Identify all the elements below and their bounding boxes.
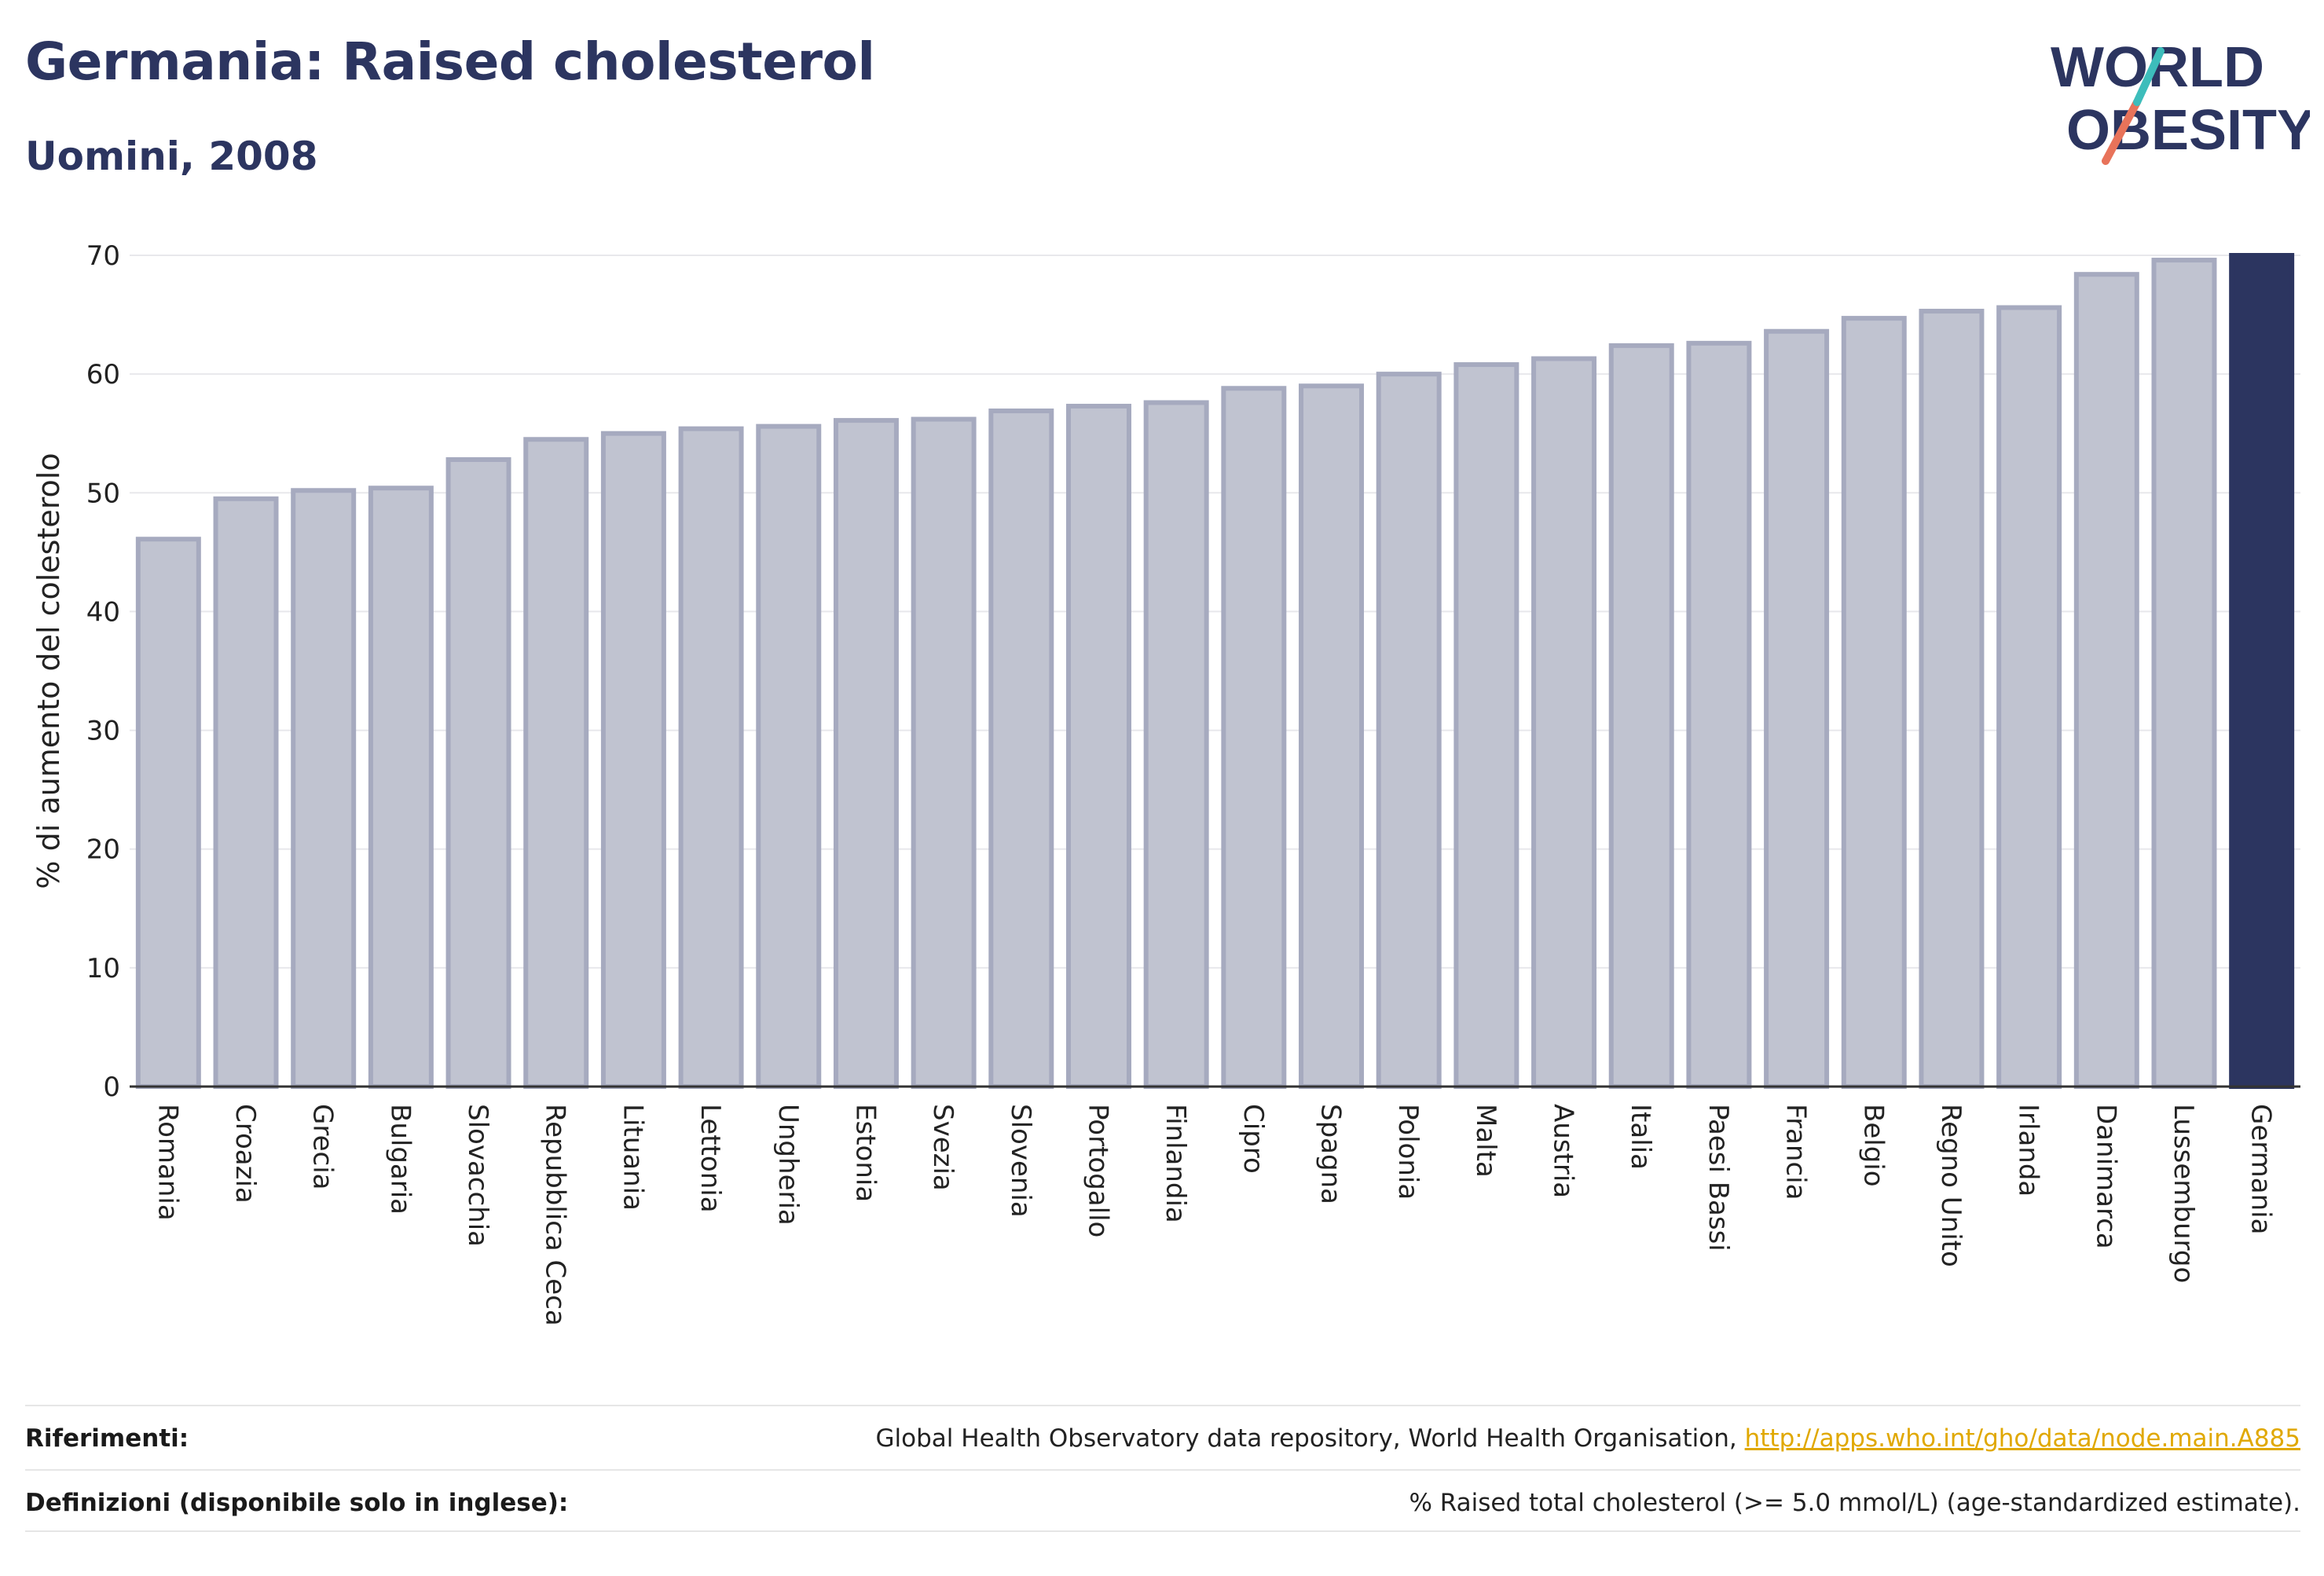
bar-chart: 0 10 20 30 40 50 60 70 % di aumento del colester… bbox=[31, 240, 2300, 1326]
y-tick-label: 40 bbox=[86, 596, 120, 628]
definitions-row: Definizioni (disponibile solo in inglese… bbox=[25, 1469, 2300, 1535]
bar-lettonia bbox=[678, 426, 744, 1089]
bar-svezia bbox=[911, 416, 977, 1089]
references-link[interactable]: http://apps.who.int/gho/data/node.main.A… bbox=[1744, 1424, 2300, 1453]
bar-lussemburgo bbox=[2151, 258, 2217, 1090]
x-tick-label: Belgio bbox=[1857, 1104, 1889, 1187]
bar-regno-unito bbox=[1919, 309, 1985, 1089]
references-row: Riferimenti: Global Health Observatory d… bbox=[25, 1405, 2300, 1471]
references-value: Global Health Observatory data repositor… bbox=[876, 1424, 2300, 1453]
x-tick-label: Paesi Bassi bbox=[1703, 1104, 1734, 1252]
logo-slash-teal bbox=[2133, 47, 2165, 106]
y-tick-label: 30 bbox=[86, 716, 120, 747]
x-tick-label: Croazia bbox=[229, 1104, 261, 1204]
y-tick-label: 50 bbox=[86, 478, 120, 509]
x-tick-label: Italia bbox=[1625, 1104, 1656, 1170]
y-tick-label: 60 bbox=[86, 359, 120, 390]
x-tick-label: Bulgaria bbox=[384, 1104, 416, 1215]
x-tick-label: Lettonia bbox=[695, 1104, 726, 1213]
y-tick-label: 20 bbox=[86, 834, 120, 866]
x-tick-label: Lussemburgo bbox=[2168, 1104, 2199, 1283]
logo-slash-coral bbox=[2102, 98, 2141, 165]
bar-francia bbox=[1764, 328, 1830, 1089]
bar-italia bbox=[1608, 343, 1674, 1089]
x-tick-label: Lituania bbox=[617, 1104, 648, 1211]
x-tick-label: Repubblica Ceca bbox=[540, 1104, 571, 1326]
bar-cipro bbox=[1221, 386, 1287, 1089]
bar-malta bbox=[1453, 362, 1519, 1089]
bar-spagna bbox=[1299, 383, 1365, 1089]
x-tick-label: Finlandia bbox=[1160, 1104, 1191, 1223]
bar-slovenia bbox=[988, 408, 1054, 1089]
footer-divider bbox=[25, 1530, 2300, 1532]
chart-title: Germania: Raised cholesterol bbox=[25, 31, 875, 92]
bar-irlanda bbox=[1996, 305, 2062, 1089]
x-tick-label: Germania bbox=[2245, 1104, 2277, 1234]
x-tick-label: Austria bbox=[1548, 1104, 1579, 1198]
bar-lituania bbox=[600, 431, 666, 1089]
x-tick-label: Slovacchia bbox=[462, 1104, 493, 1247]
definitions-text: % Raised total cholesterol (>= 5.0 mmol/… bbox=[1409, 1489, 2300, 1517]
y-axis-label: % di aumento del colesterolo bbox=[31, 453, 66, 889]
bar-portogallo bbox=[1065, 403, 1131, 1089]
world-obesity-logo: WORLD OBESITY bbox=[2051, 36, 2310, 165]
definitions-label: Definizioni (disponibile solo in inglese… bbox=[25, 1489, 569, 1517]
bar-grecia bbox=[291, 488, 357, 1089]
references-label: Riferimenti: bbox=[25, 1424, 189, 1453]
x-tick-label: Francia bbox=[1780, 1104, 1812, 1200]
bar-belgio bbox=[1841, 316, 1907, 1089]
references-text: Global Health Observatory data repositor… bbox=[875, 1424, 1745, 1453]
x-tick-label: Svezia bbox=[927, 1104, 959, 1191]
y-tick-label: 0 bbox=[103, 1072, 120, 1103]
y-tick-label: 70 bbox=[86, 240, 120, 272]
x-tick-label: Polonia bbox=[1392, 1104, 1424, 1200]
x-tick-label: Portogallo bbox=[1082, 1104, 1113, 1237]
x-tick-label: Danimarca bbox=[2090, 1104, 2121, 1249]
x-tick-label: Spagna bbox=[1315, 1104, 1347, 1204]
x-tick-label: Estonia bbox=[849, 1104, 881, 1202]
x-tick-label: Malta bbox=[1470, 1104, 1501, 1178]
x-tick-label: Cipro bbox=[1237, 1104, 1269, 1174]
x-tick-label: Ungheria bbox=[772, 1104, 804, 1226]
bar-slovacchia bbox=[445, 456, 511, 1089]
bar-austria bbox=[1531, 356, 1597, 1090]
x-tick-label: Regno Unito bbox=[1935, 1104, 1967, 1267]
chart-subtitle: Uomini, 2008 bbox=[25, 134, 318, 179]
bar-repubblica-ceca bbox=[523, 437, 589, 1089]
bar-polonia bbox=[1376, 372, 1442, 1089]
bar-estonia bbox=[833, 418, 899, 1089]
x-tick-label: Grecia bbox=[307, 1104, 339, 1189]
y-tick-label: 10 bbox=[86, 953, 120, 984]
x-tick-label: Slovenia bbox=[1005, 1104, 1036, 1218]
bar-bulgaria bbox=[368, 486, 434, 1089]
bar-romania bbox=[135, 537, 201, 1089]
bar-germania bbox=[2229, 253, 2295, 1089]
logo-line1: WORLD bbox=[2051, 36, 2264, 99]
x-tick-label: Irlanda bbox=[2013, 1104, 2044, 1197]
bar-danimarca bbox=[2073, 272, 2139, 1089]
bar-croazia bbox=[213, 496, 279, 1089]
x-tick-label: Romania bbox=[152, 1104, 183, 1221]
bar-finlandia bbox=[1143, 400, 1209, 1089]
bar-ungheria bbox=[756, 423, 822, 1089]
bar-paesi-bassi bbox=[1686, 340, 1752, 1089]
